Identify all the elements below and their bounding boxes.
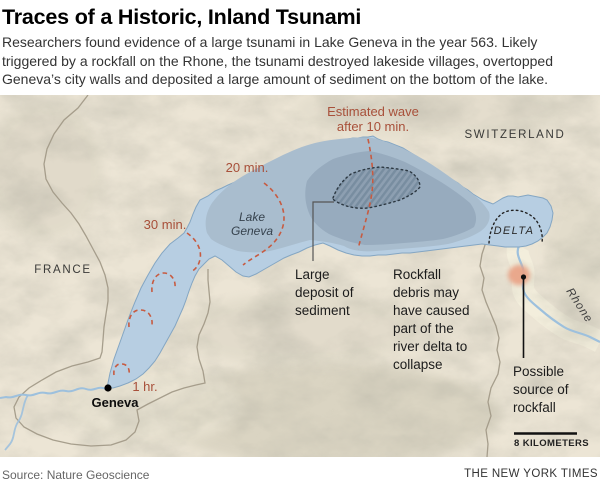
wave-arc-30min [186,232,202,273]
geneva-city-dot [104,384,112,392]
sediment-deposit-area [332,166,421,209]
intro-line-2: triggered by a rockfall on the Rhone, th… [2,52,553,69]
annotation-sediment-line1: Large [295,267,330,282]
label-geneva-city: Geneva [92,395,140,410]
intro-line-1: Researchers found evidence of a large ts… [2,34,538,50]
page-title: Traces of a Historic, Inland Tsunami [2,5,362,29]
source-credit: Source: Nature Geoscience [2,468,150,482]
label-20min: 20 min. [226,160,269,175]
annotation-possible-source: Possible source of rockfall [513,364,569,415]
annotation-rockfall-line2: debris may [393,285,459,300]
annotation-rockfall-line5: river delta to [393,339,467,354]
annotation-source-line2: source of [513,382,569,397]
border-france-switzerland-west [13,95,211,447]
scale-bar: 8 KILOMETERS [514,432,589,449]
label-1hr: 1 hr. [132,379,157,394]
border-france-switzerland-east [479,241,501,457]
sediment-leader-line [312,201,334,261]
map-svg: SWITZERLAND FRANCE Lake Geneva DELTA Rho… [0,95,600,457]
annotation-rockfall-line6: collapse [393,357,443,372]
wave-front-arcs [113,138,374,376]
map-graphic: SWITZERLAND FRANCE Lake Geneva DELTA Rho… [0,95,600,457]
wave-arc-50min [128,309,153,328]
label-lake-line2: Geneva [231,224,273,238]
label-30min: 30 min. [144,217,187,232]
rhone-river-west [0,386,107,399]
scale-bar-label: 8 KILOMETERS [514,438,589,449]
wave-arc-40min [151,272,176,293]
label-wave-line2: after 10 min. [337,119,409,134]
annotation-rockfall-line3: have caused [393,303,470,318]
annotation-rockfall-line1: Rockfall [393,267,441,282]
label-lake-line1: Lake [239,210,265,224]
label-delta: DELTA [494,225,535,237]
rhone-river-west-branch [4,394,29,451]
annotation-sediment-line3: sediment [295,303,350,318]
footer: Source: Nature Geoscience THE NEW YORK T… [0,457,600,486]
intro-line-3: Geneva’s city walls and deposited a larg… [2,71,549,88]
rockfall-pointer-dot [520,274,527,280]
annotation-sediment-line2: deposit of [295,285,354,300]
annotation-rockfall-debris: Rockfall debris may have caused part of … [393,267,470,372]
annotation-source-line1: Possible [513,364,564,379]
publisher-credit: THE NEW YORK TIMES [464,468,598,480]
wave-arc-1hr [113,363,130,376]
delta-outline [488,209,543,244]
annotation-sediment: Large deposit of sediment [295,267,354,318]
annotation-source-line3: rockfall [513,400,556,415]
rockfall-source-area [508,265,530,285]
intro-paragraph: Researchers found evidence of a large ts… [2,33,598,89]
label-wave-line1: Estimated wave [327,104,419,119]
wave-arc-10min [357,138,374,250]
label-france: FRANCE [34,264,91,276]
annotation-rockfall-line4: part of the [393,321,454,336]
label-switzerland: SWITZERLAND [464,129,565,141]
